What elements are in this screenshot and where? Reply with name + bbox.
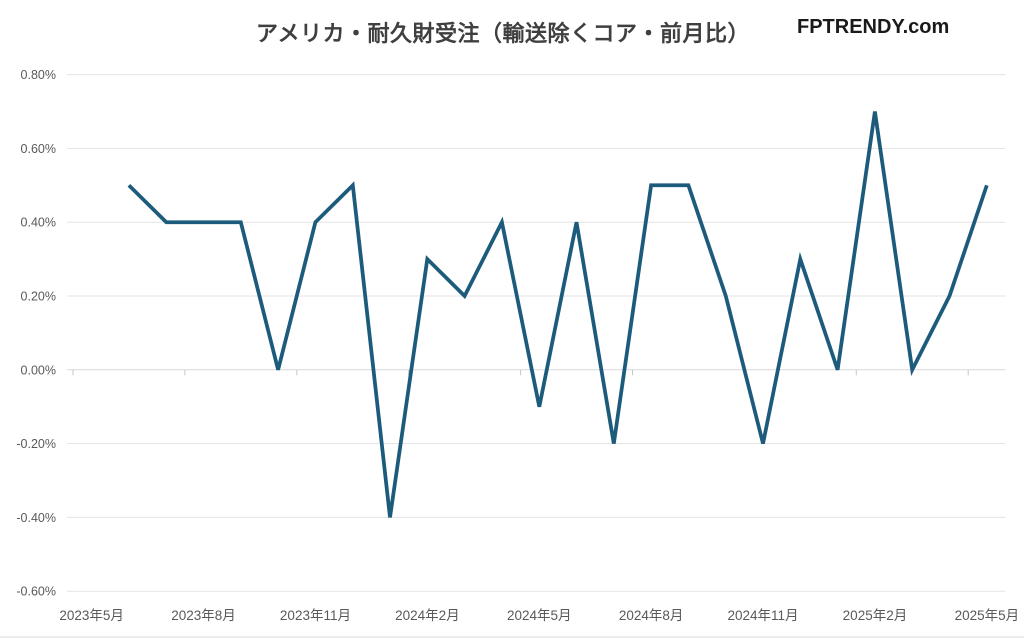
x-axis-label: 2024年2月 (395, 608, 460, 623)
y-axis-label: 0.60% (21, 142, 56, 156)
y-axis-label: 0.80% (21, 68, 56, 82)
x-axis-label: 2023年5月 (59, 608, 124, 623)
brand-watermark: FPTRENDY.com (797, 16, 950, 38)
x-axis-label: 2023年8月 (171, 608, 236, 623)
y-axis-label: 0.40% (21, 216, 56, 230)
data-series-line (127, 111, 989, 518)
y-axis-label: 0.20% (21, 290, 56, 304)
x-axis-label: 2024年5月 (507, 608, 572, 623)
x-axis-label: 2023年11月 (280, 608, 351, 623)
y-axis-label: -0.60% (16, 585, 56, 599)
y-axis-label: -0.20% (16, 437, 56, 451)
y-axis-label: -0.40% (16, 511, 56, 525)
x-axis-label: 2024年8月 (619, 608, 684, 623)
y-axis-label: 0.00% (21, 363, 56, 377)
x-axis-label: 2024年11月 (728, 608, 799, 623)
chart-title: アメリカ・耐久財受注（輸送除くコア・前月比） (256, 21, 750, 46)
x-axis-label: 2025年2月 (843, 608, 908, 623)
x-axis-label: 2025年5月 (955, 608, 1020, 623)
